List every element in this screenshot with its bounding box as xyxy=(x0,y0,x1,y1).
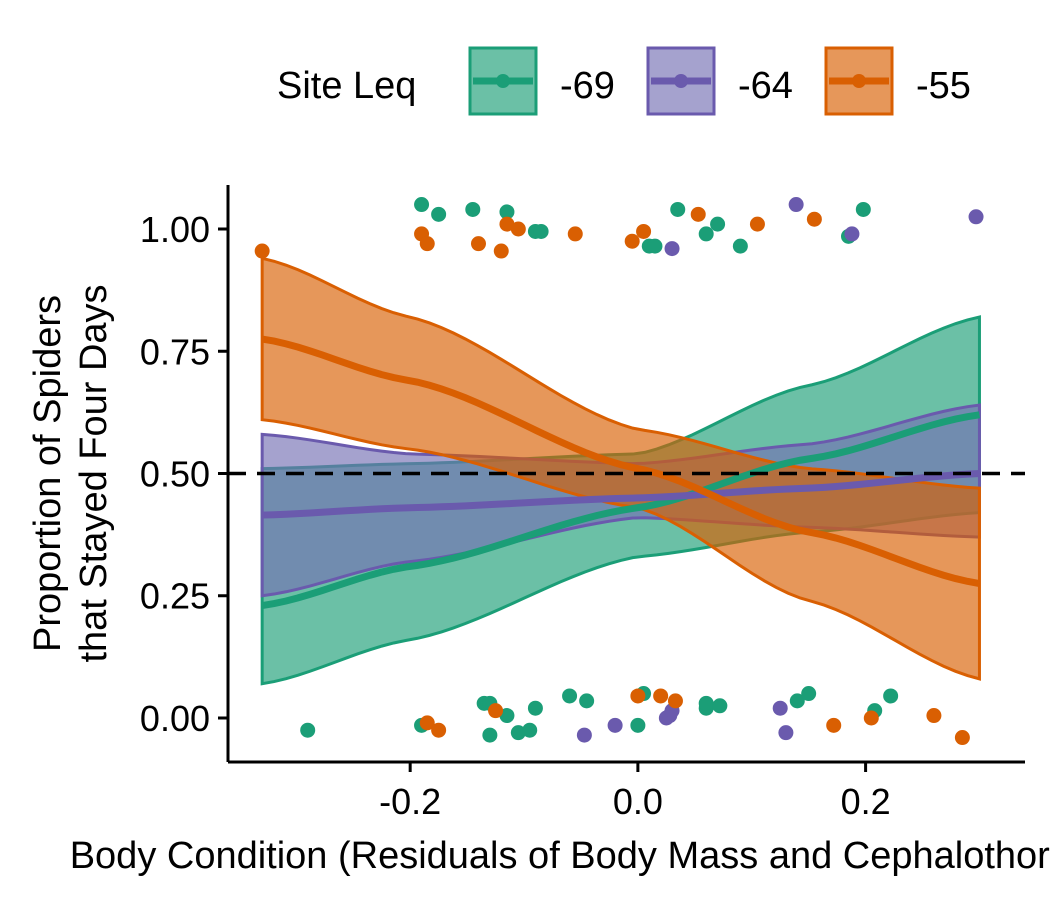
data-point--69-28 xyxy=(698,695,714,711)
fit-line--55 xyxy=(261,335,981,587)
data-point--69-30 xyxy=(789,693,805,709)
data-point--64-4 xyxy=(576,727,592,743)
data-point--69-29 xyxy=(712,698,728,714)
y-axis-title-line-1: Proportion of Spiders xyxy=(27,295,69,652)
data-point--69-31 xyxy=(801,686,817,702)
y-tick-label: 1.00 xyxy=(140,209,210,250)
data-point--69-2 xyxy=(465,201,481,217)
data-point--69-24 xyxy=(579,693,595,709)
data-point--55-16 xyxy=(630,688,646,704)
data-point--55-6 xyxy=(510,221,526,237)
data-point--64-5 xyxy=(607,717,623,733)
data-point--69-10 xyxy=(710,216,726,232)
data-point--69-13 xyxy=(855,201,871,217)
data-point--69-14 xyxy=(300,722,316,738)
data-point--55-21 xyxy=(926,708,942,724)
legend-key-point xyxy=(852,74,866,88)
data-point--64-10 xyxy=(778,725,794,741)
data-point--55-20 xyxy=(863,710,879,726)
data-point--55-11 xyxy=(749,216,765,232)
data-point--55-22 xyxy=(954,730,970,746)
data-point--64-0 xyxy=(664,241,680,257)
data-point--55-8 xyxy=(624,233,640,249)
data-point--69-33 xyxy=(883,688,899,704)
data-point--55-10 xyxy=(690,206,706,222)
fit-line--64 xyxy=(262,470,980,519)
data-point--64-3 xyxy=(968,209,984,225)
x-tick-label: 0.2 xyxy=(841,781,891,822)
legend-item--69: -69 xyxy=(468,46,615,116)
legend-item--55: -55 xyxy=(824,46,971,116)
plot-area xyxy=(228,197,1025,746)
data-point--69-21 xyxy=(522,722,538,738)
data-point--69-22 xyxy=(527,700,543,716)
data-point--55-0 xyxy=(254,243,270,259)
data-point--55-9 xyxy=(636,223,652,239)
legend-label: -55 xyxy=(916,65,971,107)
ci-band--55 xyxy=(260,256,981,681)
axes: -0.2 0.0 0.2 0.00 0.25 0.50 0.75 1.00 xyxy=(140,185,1025,822)
data-point--69-20 xyxy=(510,725,526,741)
legend-item--64: -64 xyxy=(646,46,793,116)
data-point--55-15 xyxy=(488,703,504,719)
data-point--69-7 xyxy=(647,238,663,254)
x-tick-label: 0.0 xyxy=(613,781,663,822)
legend-title: Site Leq xyxy=(277,65,416,107)
data-point--55-19 xyxy=(826,717,842,733)
data-point--69-3 xyxy=(499,204,515,220)
x-tick-label: -0.2 xyxy=(379,781,441,822)
data-point--69-19 xyxy=(482,727,498,743)
data-point--55-7 xyxy=(567,226,583,242)
data-point--69-1 xyxy=(431,206,447,222)
data-point--55-12 xyxy=(806,211,822,227)
y-axis-title-line-2: that Stayed Four Days xyxy=(73,284,115,662)
data-point--55-14 xyxy=(431,722,447,738)
legend-key-point xyxy=(674,74,688,88)
data-point--64-2 xyxy=(844,226,860,242)
y-tick-label: 0.00 xyxy=(140,698,210,739)
data-point--69-11 xyxy=(732,238,748,254)
data-point--69-26 xyxy=(630,717,646,733)
data-point--69-23 xyxy=(562,688,578,704)
data-point--69-8 xyxy=(670,201,686,217)
legend-label: -69 xyxy=(560,65,615,107)
legend: Site Leq -69 -64 -55 xyxy=(277,46,971,116)
data-point--55-3 xyxy=(470,236,486,252)
x-axis-title: Body Condition (Residuals of Body Mass a… xyxy=(70,835,1050,877)
data-point--69-9 xyxy=(698,226,714,242)
data-point--55-17 xyxy=(653,688,669,704)
y-tick-label: 0.50 xyxy=(140,454,210,495)
data-point--64-1 xyxy=(788,197,804,213)
data-point--69-0 xyxy=(414,197,430,213)
data-point--69-5 xyxy=(533,223,549,239)
data-point--69-18 xyxy=(499,708,515,724)
legend-label: -64 xyxy=(738,65,793,107)
data-point--55-5 xyxy=(499,216,515,232)
data-point--64-9 xyxy=(772,700,788,716)
y-tick-label: 0.75 xyxy=(140,331,210,372)
data-point--55-4 xyxy=(493,243,509,259)
data-point--55-13 xyxy=(419,715,435,731)
data-point--55-18 xyxy=(667,693,683,709)
legend-key-point xyxy=(496,74,510,88)
data-point--55-2 xyxy=(419,236,435,252)
y-tick-label: 0.25 xyxy=(140,576,210,617)
fit-line--69 xyxy=(261,411,980,609)
